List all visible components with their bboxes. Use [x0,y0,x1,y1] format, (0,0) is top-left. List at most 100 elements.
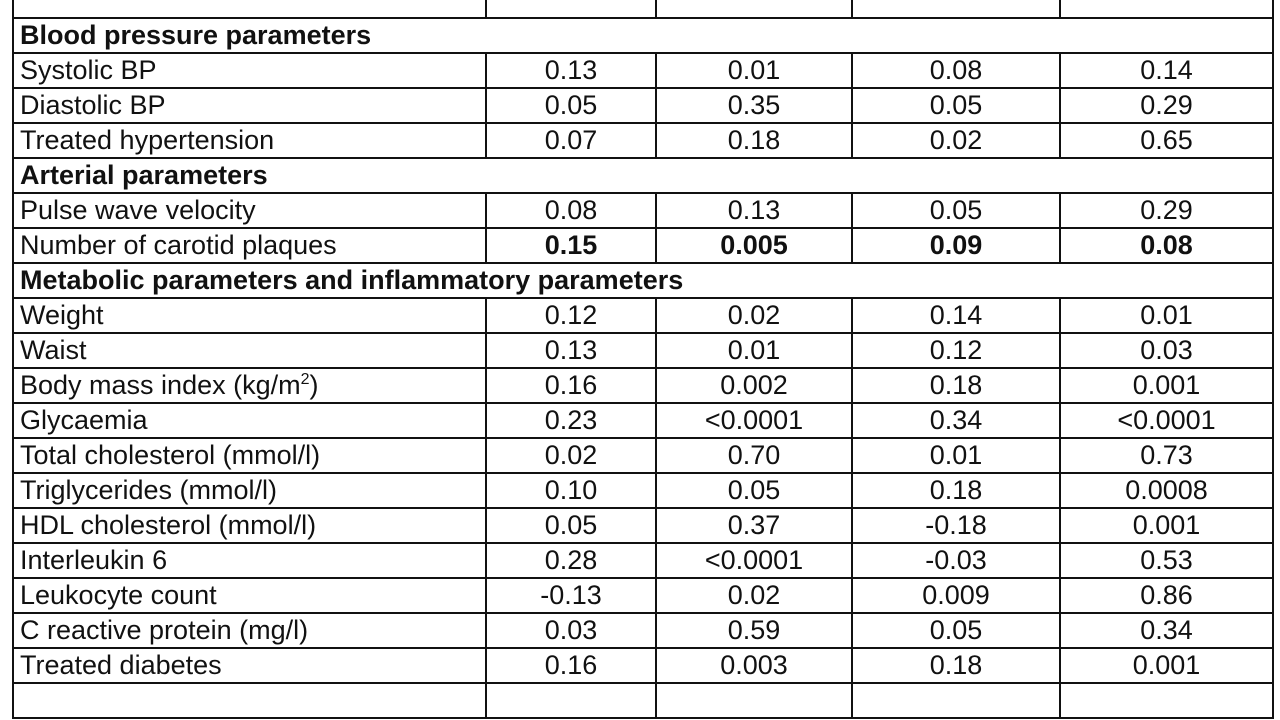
value-cell: 0.29 [1059,192,1274,229]
value-cell: 0.16 [485,367,657,404]
value-cell: 0.09 [851,227,1061,264]
table-cell [12,0,487,19]
value-cell: 0.15 [485,227,657,264]
value-cell: 0.01 [1059,297,1274,334]
table-row: C reactive protein (mg/l) 0.03 0.59 0.05 0.3… [12,612,1274,649]
value-cell: 0.34 [1059,612,1274,649]
value-cell: 0.13 [485,332,657,369]
table-row-cutoff-top [12,0,1274,19]
table-row-cutoff-bottom [12,682,1274,719]
row-label-text: Weight [20,300,104,330]
value-cell: 0.23 [485,402,657,439]
section-header-row: Arterial parameters [12,157,1274,194]
row-label-text: Systolic BP [20,55,157,85]
table-cell [1059,0,1274,19]
value-cell: 0.73 [1059,437,1274,474]
value-cell: <0.0001 [1059,402,1274,439]
row-label: Leukocyte count [12,577,487,614]
row-label-text: Body mass index (kg/m [20,370,301,400]
value-cell: 0.009 [851,577,1061,614]
value-cell: 0.13 [655,192,853,229]
value-cell: 0.37 [655,507,853,544]
table-row: Treated diabetes 0.16 0.003 0.18 0.001 [12,647,1274,684]
value-cell: 0.001 [1059,507,1274,544]
value-cell: 0.0008 [1059,472,1274,509]
table-row: Leukocyte count -0.13 0.02 0.009 0.86 [12,577,1274,614]
value-cell: 0.14 [1059,52,1274,89]
table-row: Weight 0.12 0.02 0.14 0.01 [12,297,1274,334]
table-row: Interleukin 6 0.28 <0.0001 -0.03 0.53 [12,542,1274,579]
row-label-text: Diastolic BP [20,90,166,120]
value-cell: 0.001 [1059,367,1274,404]
table-row: HDL cholesterol (mmol/l) 0.05 0.37 -0.18 0.0… [12,507,1274,544]
row-label: Total cholesterol (mmol/l) [12,437,487,474]
table-row: Body mass index (kg/m2) 0.16 0.002 0.18 0.00… [12,367,1274,404]
value-cell: 0.07 [485,122,657,159]
value-cell: 0.34 [851,402,1061,439]
value-cell: 0.28 [485,542,657,579]
table-cell [655,0,853,19]
value-cell: 0.08 [851,52,1061,89]
value-cell: 0.35 [655,87,853,124]
results-table-container: Blood pressure parameters Systolic BP 0.13… [12,0,1274,719]
value-cell: 0.08 [1059,227,1274,264]
value-cell: 0.001 [1059,647,1274,684]
row-label-text: Leukocyte count [20,580,217,610]
row-label-text: Treated hypertension [20,125,275,155]
value-cell: 0.05 [485,507,657,544]
row-label-text: Triglycerides (mmol/l) [20,475,278,505]
value-cell: 0.29 [1059,87,1274,124]
value-cell: 0.01 [655,52,853,89]
table-row: Diastolic BP 0.05 0.35 0.05 0.29 [12,87,1274,124]
table-row: Triglycerides (mmol/l) 0.10 0.05 0.18 0.0008 [12,472,1274,509]
value-cell: 0.03 [485,612,657,649]
section-header-row: Blood pressure parameters [12,17,1274,54]
table-row: Pulse wave velocity 0.08 0.13 0.05 0.29 [12,192,1274,229]
value-cell: 0.10 [485,472,657,509]
row-label-text: Glycaemia [20,405,148,435]
value-cell: <0.0001 [655,542,853,579]
row-label: Pulse wave velocity [12,192,487,229]
value-cell: 0.05 [655,472,853,509]
value-cell: -0.18 [851,507,1061,544]
value-cell: 0.86 [1059,577,1274,614]
value-cell: 0.14 [851,297,1061,334]
value-cell: 0.16 [485,647,657,684]
value-cell: 0.02 [655,577,853,614]
section-title: Blood pressure parameters [12,17,1274,54]
value-cell: 0.12 [851,332,1061,369]
row-label-text: Interleukin 6 [20,545,168,575]
table-row: Glycaemia 0.23 <0.0001 0.34 <0.0001 [12,402,1274,439]
row-label: Treated hypertension [12,122,487,159]
value-cell: 0.12 [485,297,657,334]
table-row: Treated hypertension 0.07 0.18 0.02 0.65 [12,122,1274,159]
table-body: Blood pressure parameters Systolic BP 0.13… [12,0,1274,719]
row-label: Body mass index (kg/m2) [12,367,487,404]
value-cell: <0.0001 [655,402,853,439]
row-label: Weight [12,297,487,334]
value-cell: 0.08 [485,192,657,229]
section-title: Metabolic parameters and inflammatory pa… [12,262,1274,299]
row-label-suffix: ) [309,370,319,400]
value-cell: 0.59 [655,612,853,649]
row-label-text: Treated diabetes [20,650,222,680]
row-label: Number of carotid plaques [12,227,487,264]
row-label: HDL cholesterol (mmol/l) [12,507,487,544]
table-row: Total cholesterol (mmol/l) 0.02 0.70 0.01 0.… [12,437,1274,474]
row-label: Treated diabetes [12,647,487,684]
table-cell [485,0,657,19]
value-cell: 0.03 [1059,332,1274,369]
table-row: Number of carotid plaques 0.15 0.005 0.09 0.… [12,227,1274,264]
table-cell [1059,682,1274,719]
row-label: Triglycerides (mmol/l) [12,472,487,509]
table-cell [655,682,853,719]
value-cell: 0.01 [851,437,1061,474]
value-cell: 0.002 [655,367,853,404]
row-label-text: Total cholesterol (mmol/l) [20,440,321,470]
row-label: Diastolic BP [12,87,487,124]
value-cell: 0.13 [485,52,657,89]
row-label-text: Number of carotid plaques [20,230,337,260]
value-cell: 0.18 [851,647,1061,684]
row-label-text: C reactive protein (mg/l) [20,615,309,645]
value-cell: 0.05 [851,192,1061,229]
